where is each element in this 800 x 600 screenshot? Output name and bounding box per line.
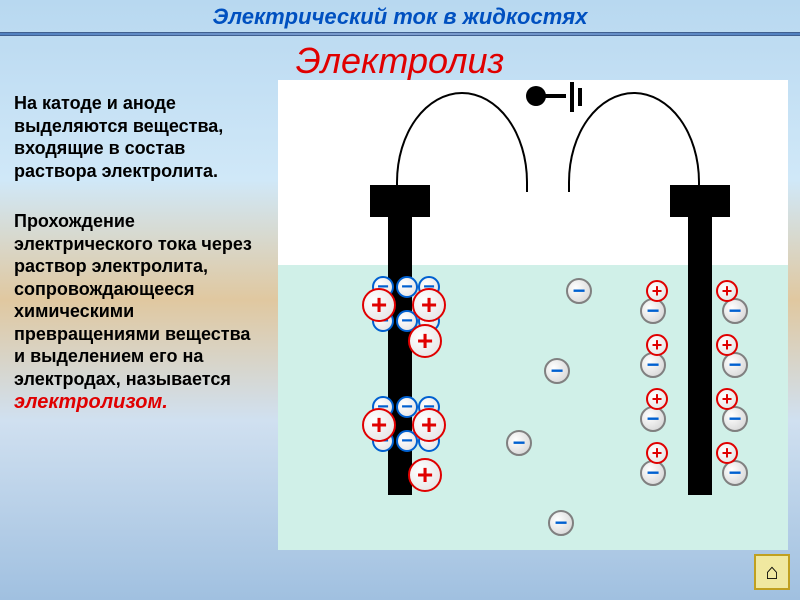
large-positive-ion: + [412, 408, 446, 442]
pair-positive-ion: + [646, 334, 668, 356]
pair-negative-ion: − [640, 298, 666, 324]
header: Электрический ток в жидкостях [0, 0, 800, 34]
pair-negative-ion: − [640, 406, 666, 432]
home-icon[interactable]: ⌂ [754, 554, 790, 590]
electrolysis-diagram: −−−−−−−−−−−−++++++−−−−−+−+−+−+−+−+−+−+ [278, 80, 788, 550]
battery-positive-long [570, 82, 574, 112]
paragraph-2-body: Прохождение электрического тока через ра… [14, 211, 252, 389]
paragraph-2: Прохождение электрического тока через ра… [14, 210, 264, 415]
paragraph-2-highlight: электролизом. [14, 391, 168, 413]
pair-positive-ion: + [716, 388, 738, 410]
pair-negative-ion: − [640, 352, 666, 378]
pair-positive-ion: + [646, 442, 668, 464]
large-positive-ion: + [362, 408, 396, 442]
free-negative-ion: − [544, 358, 570, 384]
page-header-title: Электрический ток в жидкостях [213, 4, 588, 29]
pair-positive-ion: + [716, 280, 738, 302]
large-positive-ion: + [408, 458, 442, 492]
paragraph-1: На катоде и аноде выделяются вещества, в… [14, 92, 264, 182]
pair-positive-ion: + [646, 388, 668, 410]
battery-connector [534, 94, 566, 98]
large-positive-ion: + [408, 324, 442, 358]
subtitle: Электролиз [0, 40, 800, 82]
header-divider [0, 32, 800, 36]
battery-positive-short [578, 88, 582, 106]
free-negative-ion: − [566, 278, 592, 304]
pair-positive-ion: + [716, 442, 738, 464]
large-positive-ion: + [362, 288, 396, 322]
wire-right [568, 92, 700, 192]
pair-negative-ion: − [640, 460, 666, 486]
pair-positive-ion: + [716, 334, 738, 356]
free-negative-ion: − [506, 430, 532, 456]
home-icon-glyph: ⌂ [765, 559, 778, 585]
wire-left [396, 92, 528, 192]
large-positive-ion: + [412, 288, 446, 322]
pair-positive-ion: + [646, 280, 668, 302]
free-negative-ion: − [548, 510, 574, 536]
anode-stem [688, 185, 712, 495]
